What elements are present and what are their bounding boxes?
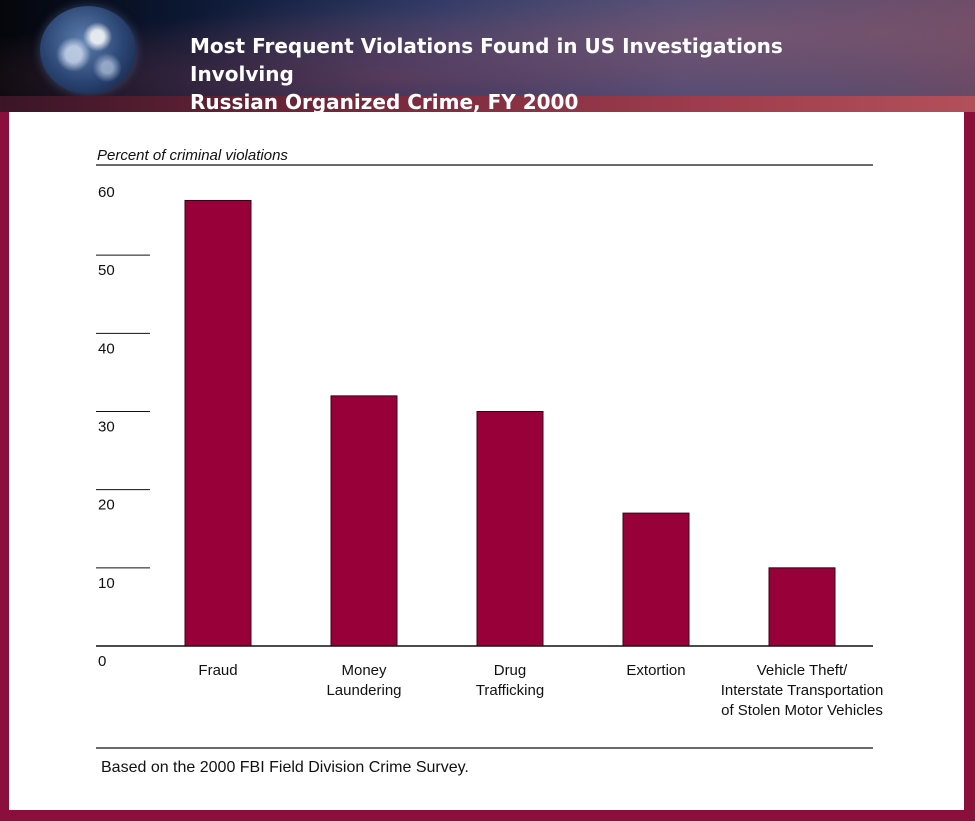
bar: [330, 395, 398, 647]
x-tick-label-line: Fraud: [198, 662, 237, 679]
bar-chart: Percent of criminal violations 0 10 20 30 40…: [96, 147, 884, 776]
x-tick-label: Extortion: [626, 662, 685, 679]
title-line-2: Russian Organized Crime, FY 2000: [190, 90, 579, 114]
globe-icon: [40, 6, 136, 94]
y-tick-label: 50: [98, 262, 115, 279]
x-tick-label-line: Money: [341, 662, 387, 679]
x-tick-label: Fraud: [198, 662, 237, 679]
x-tick-label: Vehicle Theft/Interstate Transportation o…: [721, 662, 884, 719]
title-line-1: Most Frequent Violations Found in US Inv…: [190, 34, 783, 86]
banner-texture: [0, 96, 975, 112]
x-tick-label-line: of Stolen Motor Vehicles: [721, 702, 883, 719]
x-tick-label-line: Trafficking: [476, 682, 544, 699]
y-tick-label: 30: [98, 419, 115, 436]
bar: [622, 512, 690, 647]
x-tick-label: Drug Trafficking: [476, 662, 544, 699]
x-tick-label-line: Laundering: [326, 682, 401, 699]
y-tick-label: 20: [98, 497, 115, 514]
y-tick-label: 10: [98, 575, 115, 592]
bar: [184, 199, 252, 647]
x-tick-label-line: Vehicle Theft/: [757, 662, 848, 679]
x-tick-label-line: Extortion: [626, 662, 685, 679]
bar: [476, 411, 544, 647]
x-tick-label: Money Laundering: [326, 662, 401, 699]
x-tick-label-line: Interstate Transportation: [721, 682, 884, 699]
y-axis-label: Percent of criminal violations: [97, 147, 288, 164]
y-tick-label: 0: [98, 653, 106, 670]
header-banner: Most Frequent Violations Found in US Inv…: [0, 0, 975, 114]
page-title: Most Frequent Violations Found in US Inv…: [190, 32, 890, 116]
source-note: Based on the 2000 FBI Field Division Cri…: [101, 759, 469, 776]
chart-panel: Percent of criminal violations 0 10 20 30 40…: [9, 112, 964, 810]
y-tick-label: 40: [98, 340, 115, 357]
x-tick-label-line: Drug: [494, 662, 527, 679]
bar: [768, 567, 836, 647]
y-tick-label: 60: [98, 184, 115, 201]
